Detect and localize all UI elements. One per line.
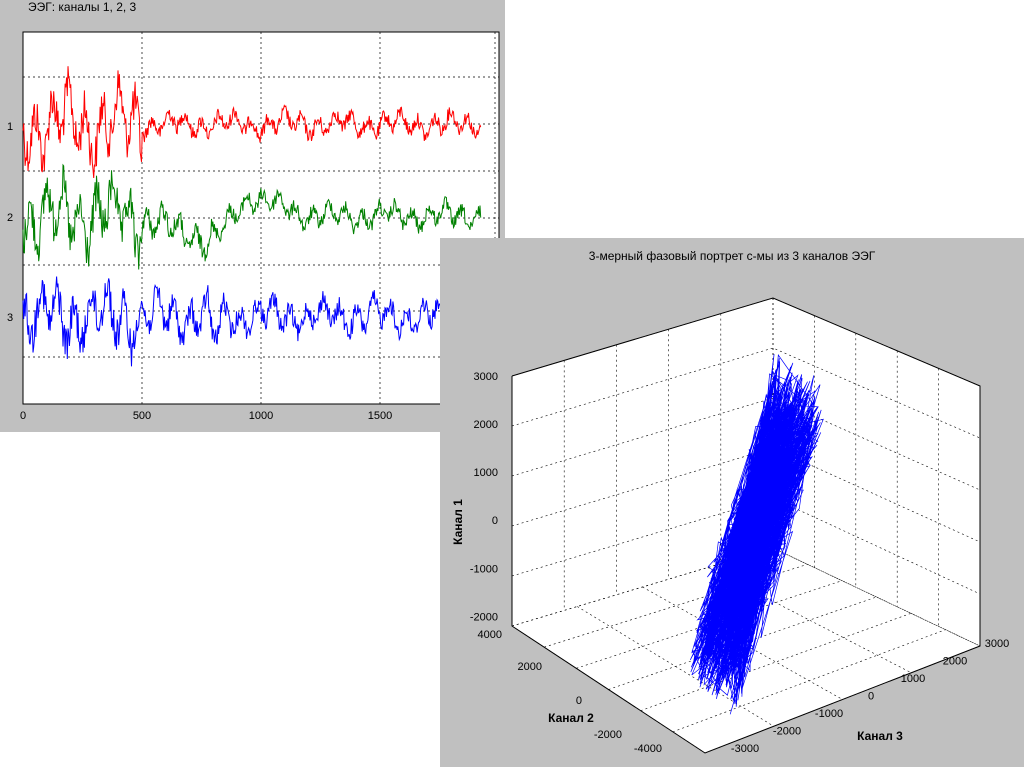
x-tick-2: -1000 (815, 708, 843, 720)
x-tick-6: 3000 (985, 638, 1009, 650)
y-tick-1: 2000 (518, 661, 542, 673)
floor-grid-y-1 (577, 606, 774, 727)
y-tick-0: 4000 (478, 629, 502, 641)
x-tick-3: 0 (868, 691, 874, 703)
phase-trajectory (689, 354, 824, 715)
z-tick-3: 0 (492, 515, 498, 527)
floor-grid-x-2 (576, 580, 843, 669)
eeg-chart: ЭЭГ: каналы 1, 2, 3 0 500 1000 1500 1 2 3 (7, 0, 500, 422)
z-tick-0: 3000 (474, 371, 498, 383)
eeg-x-tick-3: 1500 (368, 410, 392, 422)
y-axis-label: Канал 2 (548, 711, 594, 725)
x-axis-label: Канал 3 (857, 729, 903, 743)
eeg-figure: ЭЭГ: каналы 1, 2, 3 0 500 1000 1500 1 2 3 (0, 0, 505, 432)
floor-grid-y-3 (707, 567, 912, 674)
z-axis-label: Канал 1 (451, 499, 465, 545)
phase-box-edges (511, 297, 981, 754)
eeg-x-tick-1: 500 (133, 410, 151, 422)
eeg-x-ticks: 0 500 1000 1500 (20, 410, 392, 422)
x-tick-4: 1000 (901, 673, 925, 685)
z-tick-4: -1000 (470, 563, 498, 575)
eeg-series-group (22, 66, 482, 367)
wall-hgrid-3 (511, 447, 981, 543)
x-tick-0: -3000 (731, 743, 759, 755)
z-tick-5: -2000 (470, 611, 498, 623)
eeg-x-tick-2: 1000 (249, 410, 273, 422)
box-outline (511, 297, 981, 754)
eeg-y-tick-1: 1 (7, 121, 13, 133)
floor-grid-y-4 (772, 547, 981, 647)
eeg-series-3 (22, 276, 482, 367)
eeg-series-1 (22, 66, 482, 179)
z-tick-1: 2000 (474, 419, 498, 431)
y-tick-3: -2000 (594, 729, 622, 741)
eeg-title: ЭЭГ: каналы 1, 2, 3 (28, 0, 137, 14)
z-tick-2: 1000 (474, 467, 498, 479)
x-tick-5: 2000 (943, 656, 967, 668)
phase-portrait-chart: 3-мерный фазовый портрет с-мы из 3 канал… (451, 249, 1009, 755)
eeg-y-tick-3: 3 (7, 312, 13, 324)
eeg-x-tick-0: 0 (20, 410, 26, 422)
wall-hgrid-4 (511, 497, 981, 595)
phase-portrait-figure: 3-мерный фазовый портрет с-мы из 3 канал… (440, 238, 1024, 767)
x-tick-1: -2000 (773, 726, 801, 738)
y-tick-4: -4000 (634, 743, 662, 755)
y-tick-2: 0 (576, 695, 582, 707)
eeg-grid (23, 32, 499, 404)
phase-title: 3-мерный фазовый портрет с-мы из 3 канал… (589, 249, 876, 263)
phase-trajectory-line (689, 354, 824, 715)
eeg-series-2 (22, 163, 482, 270)
wall-hgrid-2 (511, 397, 981, 491)
floor-grid-y-2 (642, 586, 843, 700)
wall-hgrid-1 (511, 347, 981, 439)
phase-ticks: 3000 2000 1000 0 -1000 -2000 4000 2000 0 -2000 -40… (470, 371, 1009, 755)
eeg-y-tick-2: 2 (7, 212, 13, 224)
